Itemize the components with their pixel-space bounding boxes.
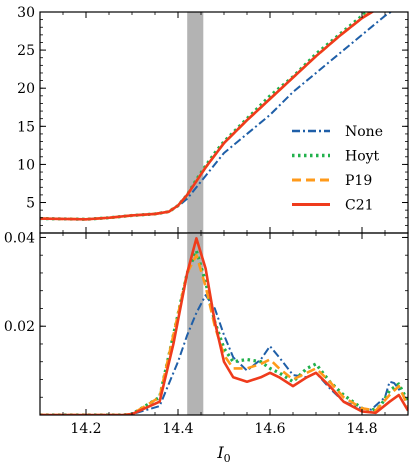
y-tick-label: 0.04 [4,230,35,246]
x-tick-label: 14.2 [70,421,101,437]
y-tick-label: 5 [26,196,35,212]
legend-label-c21: C21 [345,198,374,214]
x-tick-label: 14.8 [346,421,377,437]
legend-label-none: None [345,124,383,140]
series-line-c21 [40,237,408,415]
legend-label-hoyt: Hoyt [345,149,380,165]
y-tick-label: 20 [17,81,35,97]
legend: None Hoyt P19 C21 [292,124,383,214]
legend-label-p19: P19 [345,173,372,189]
x-axis-label: I0 [216,443,230,465]
shaded-band [187,233,204,415]
shaded-band [187,12,204,233]
series-line-c21 [40,12,375,221]
x-tick-label: 14.4 [162,421,193,437]
series-line-p19 [40,253,408,415]
bottom-panel: 0.02 0.04 14.2 14.4 14.6 14.8 I0 [4,230,409,465]
y-tick-label: 0.02 [4,319,35,335]
y-tick-label: 10 [17,157,35,173]
axes-frame [39,232,409,416]
x-tick-label: 14.6 [254,421,285,437]
y-tick-label: 15 [17,119,35,135]
y-tick-label: 30 [17,5,35,21]
y-tick-label: 25 [17,43,35,59]
top-panel: 5 10 15 20 25 30 None Hoyt P19 C21 [17,5,409,234]
series-line-none [40,294,408,415]
